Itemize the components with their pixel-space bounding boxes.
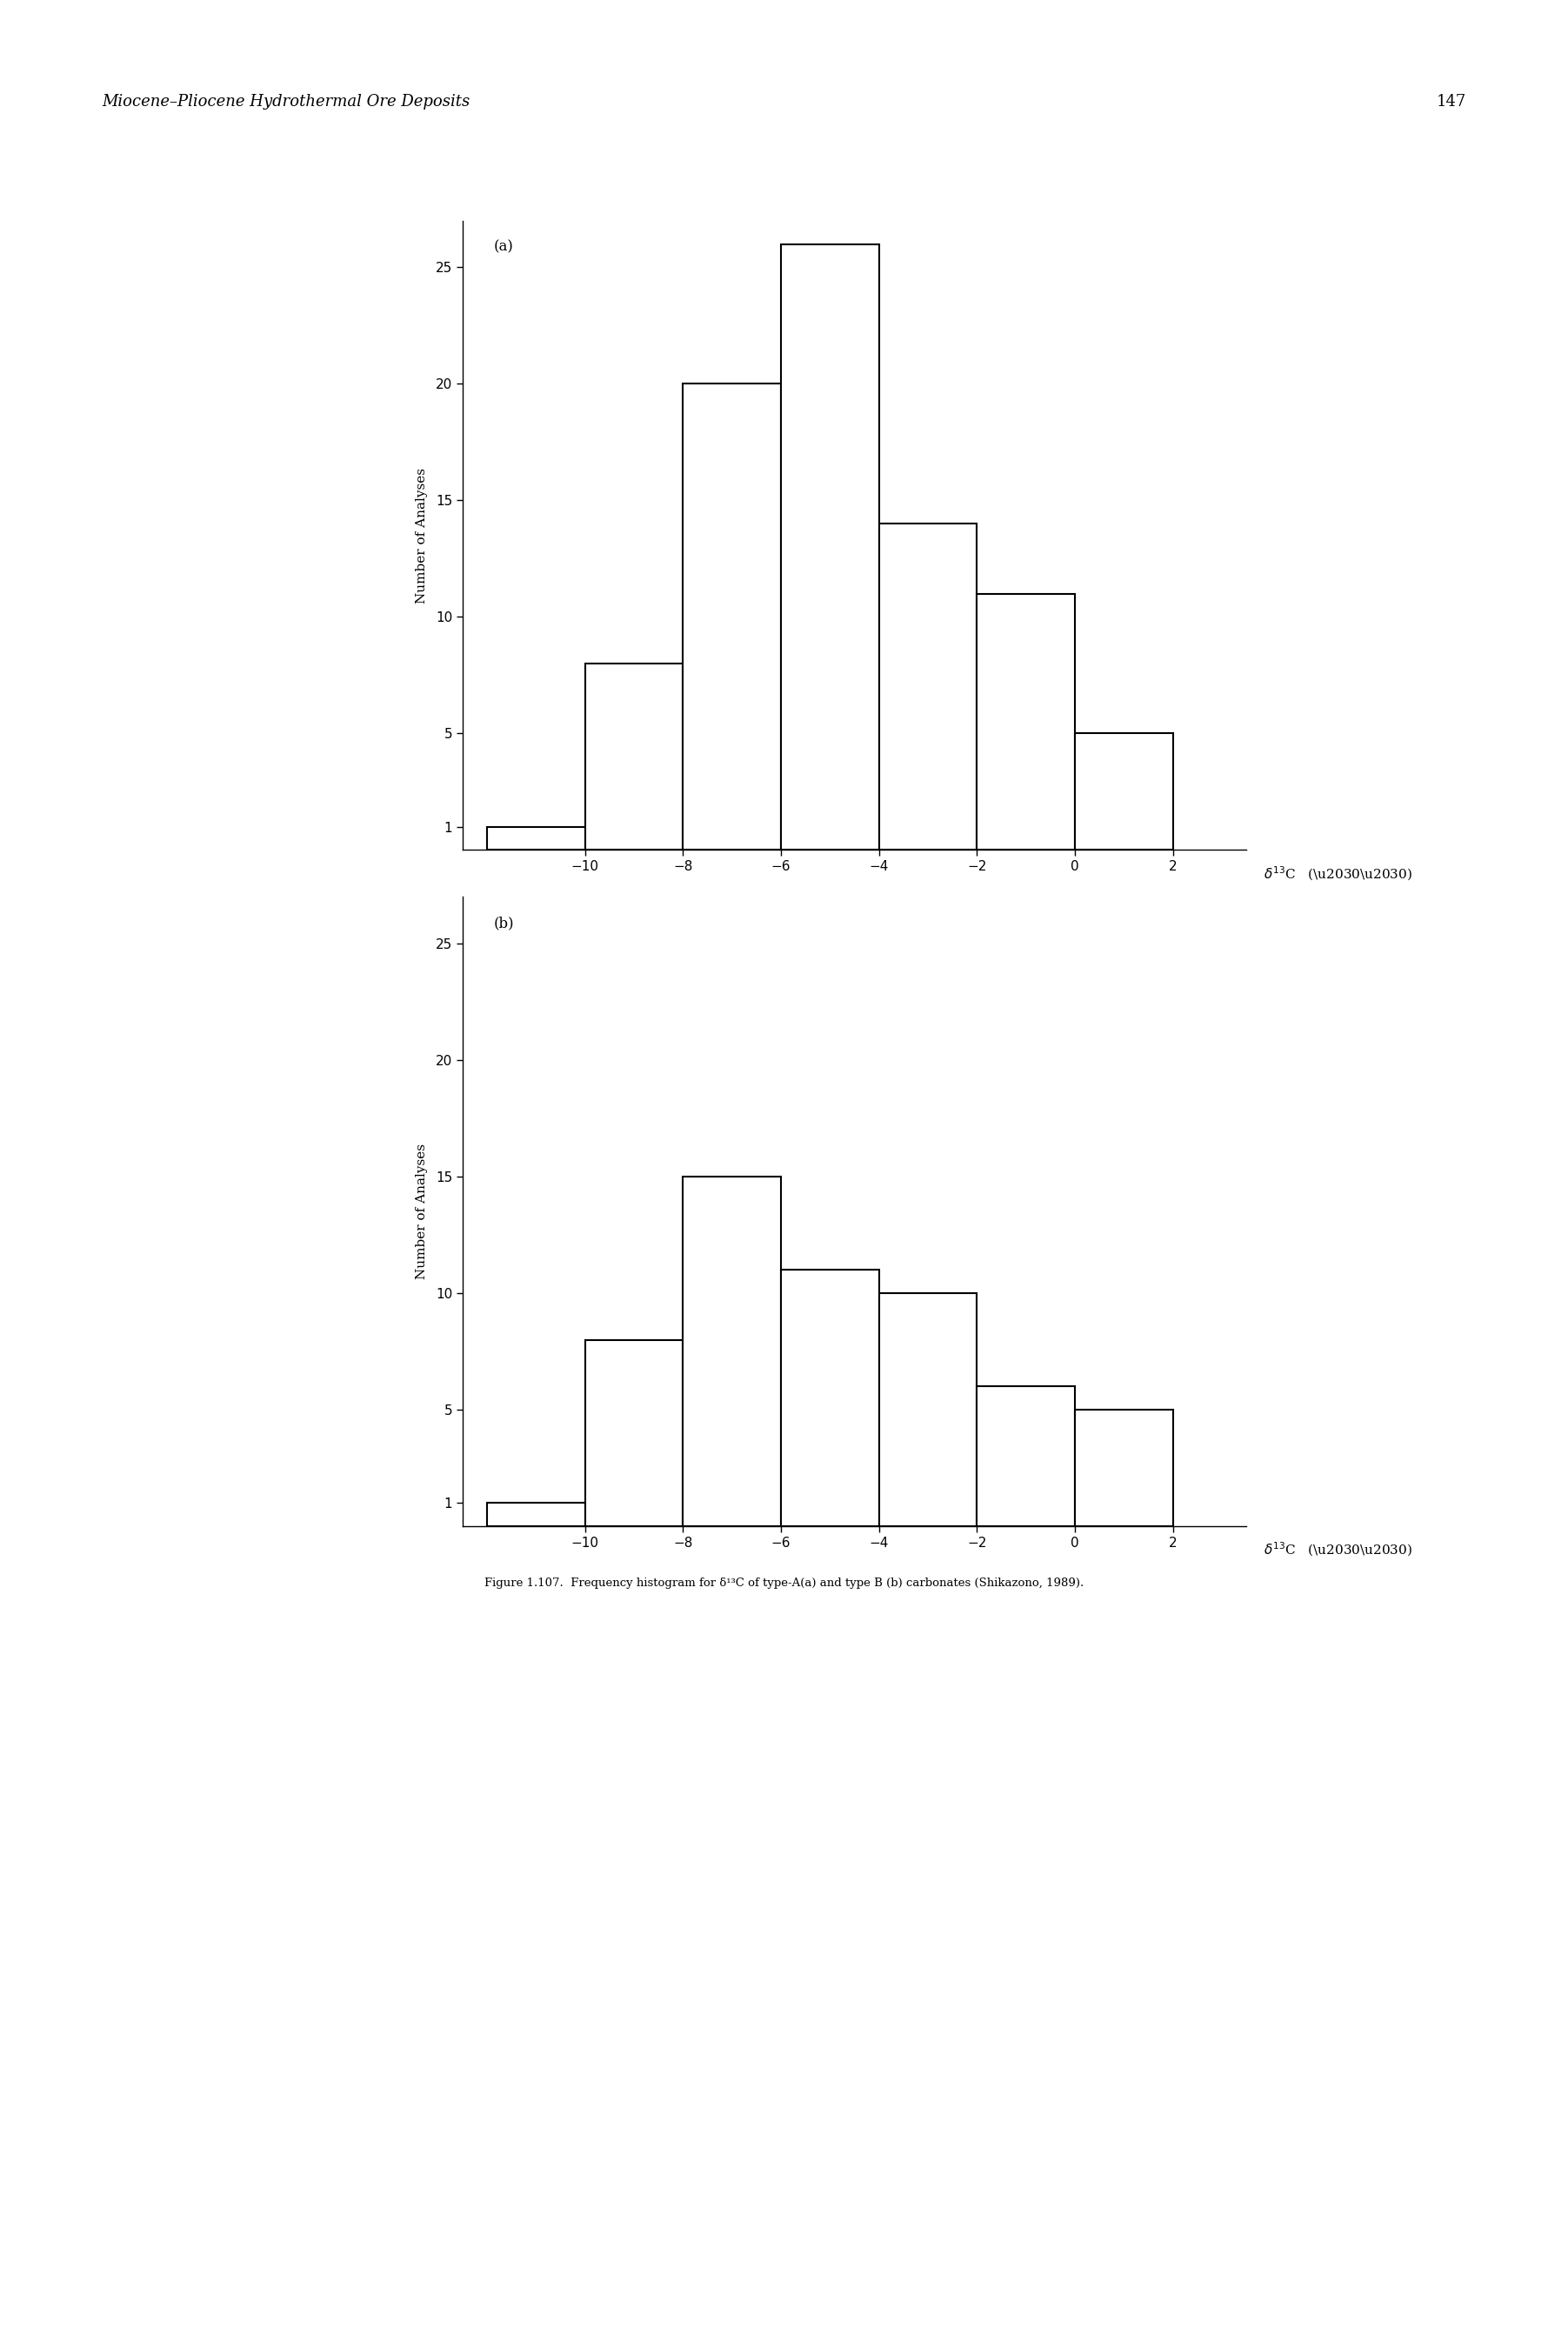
Text: (a): (a) (494, 239, 514, 254)
Bar (977, 594, 1076, 850)
Bar (781, 1270, 880, 1526)
Text: (b): (b) (494, 916, 514, 930)
Bar (684, 1176, 781, 1526)
Text: 147: 147 (1436, 94, 1466, 110)
Bar (585, 1341, 684, 1526)
Text: Miocene–Pliocene Hydrothermal Ore Deposits: Miocene–Pliocene Hydrothermal Ore Deposi… (102, 94, 470, 110)
Bar (1076, 733, 1173, 850)
Bar (880, 524, 977, 850)
Y-axis label: Number of Analyses: Number of Analyses (416, 1143, 428, 1280)
Text: Figure 1.107.  Frequency histogram for δ¹³C of type-A(a) and type B (b) carbonat: Figure 1.107. Frequency histogram for δ¹… (485, 1578, 1083, 1590)
Bar (977, 1385, 1076, 1526)
Bar (585, 664, 684, 850)
Bar (781, 244, 880, 850)
Text: $\delta^{13}$C   (\u2030\u2030): $\delta^{13}$C (\u2030\u2030) (1264, 1540, 1413, 1559)
Bar (488, 826, 585, 850)
Text: $\delta^{13}$C   (\u2030\u2030): $\delta^{13}$C (\u2030\u2030) (1264, 864, 1413, 883)
Y-axis label: Number of Analyses: Number of Analyses (416, 467, 428, 603)
Bar (1076, 1409, 1173, 1526)
Bar (880, 1294, 977, 1526)
Bar (684, 383, 781, 850)
Bar (488, 1503, 585, 1526)
